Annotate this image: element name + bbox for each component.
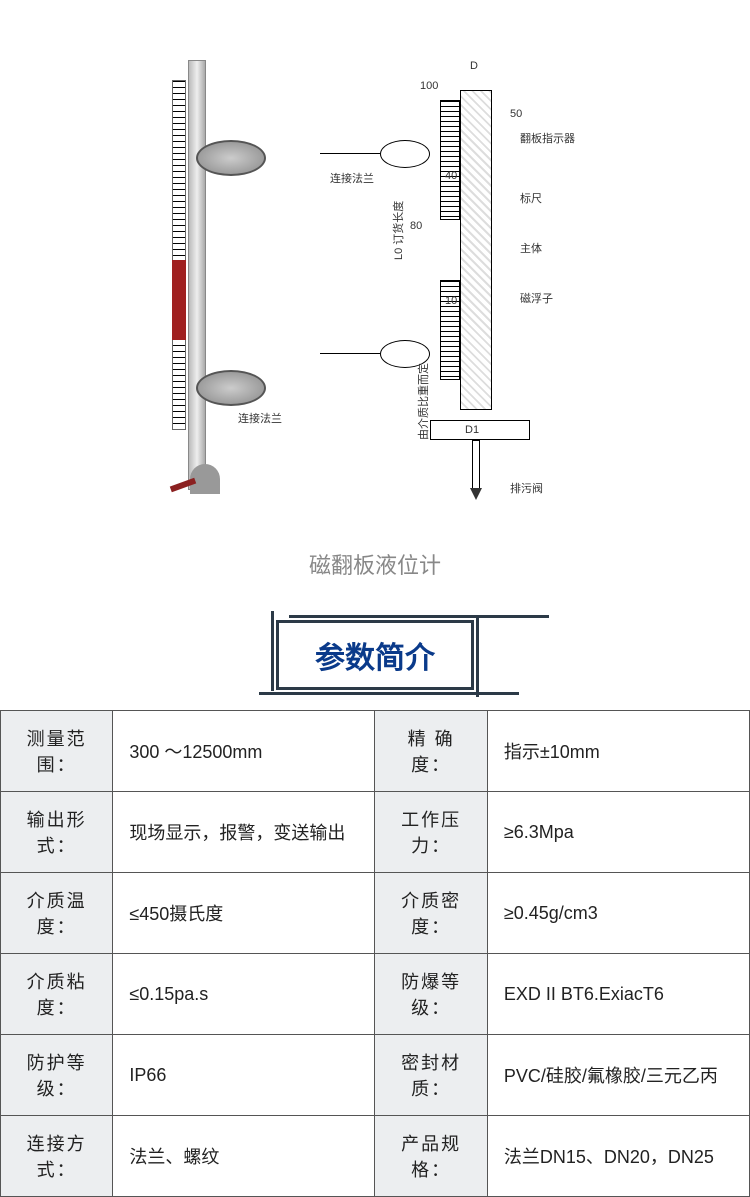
spec-label: 密封材质： bbox=[375, 1035, 487, 1116]
figure-area: 连接法兰 D 100 连接法兰 翻板指示器 标尺 主体 磁浮子 排污阀 L0 订… bbox=[0, 0, 750, 530]
spec-value: EXD II BT6.ExiacT6 bbox=[487, 954, 749, 1035]
label-flange: 连接法兰 bbox=[330, 170, 374, 186]
spec-value: ≤0.15pa.s bbox=[113, 954, 375, 1035]
label-body: 主体 bbox=[520, 240, 542, 256]
dim-d: D bbox=[470, 60, 478, 72]
gauge-scale bbox=[172, 80, 186, 430]
flange-bottom bbox=[196, 370, 266, 406]
label-l1-note: 由介质比重而定 bbox=[415, 363, 431, 440]
header-decor-line bbox=[289, 615, 549, 618]
flange-top bbox=[196, 140, 266, 176]
spec-label: 精 确 度： bbox=[375, 711, 487, 792]
diagram-conn-top bbox=[320, 153, 380, 154]
diagram-body bbox=[460, 90, 492, 410]
diagram-flange-top bbox=[380, 140, 430, 168]
spec-label: 输出形式： bbox=[1, 792, 113, 873]
dim-50: 50 bbox=[510, 108, 522, 120]
drain-valve-icon bbox=[170, 464, 230, 504]
label-l0: L0 订货长度 bbox=[390, 201, 406, 260]
spec-label: 工作压力： bbox=[375, 792, 487, 873]
label-drain: 排污阀 bbox=[510, 480, 543, 496]
table-row: 连接方式：法兰、螺纹产品规格：法兰DN15、DN20，DN25 bbox=[1, 1116, 750, 1197]
table-row: 介质粘度：≤0.15pa.s防爆等级：EXD II BT6.ExiacT6 bbox=[1, 954, 750, 1035]
label-float: 磁浮子 bbox=[520, 290, 553, 306]
diagram-base bbox=[430, 420, 530, 440]
header-decor-line bbox=[476, 617, 479, 697]
spec-label: 连接方式： bbox=[1, 1116, 113, 1197]
spec-label: 介质温度： bbox=[1, 873, 113, 954]
spec-value: 指示±10mm bbox=[487, 711, 749, 792]
section-title: 参数简介 bbox=[315, 642, 435, 675]
gauge-tube bbox=[188, 60, 206, 490]
table-row: 介质温度：≤450摄氏度介质密度：≥0.45g/cm3 bbox=[1, 873, 750, 954]
label-scale: 标尺 bbox=[520, 190, 542, 206]
diagram-drain-pipe bbox=[472, 440, 480, 490]
spec-table: 测量范围：300 ～12500mm精 确 度：指示±10mm输出形式：现场显示，… bbox=[0, 710, 750, 1197]
dim-40: 40 bbox=[445, 170, 457, 182]
table-row: 输出形式：现场显示，报警，变送输出工作压力：≥6.3Mpa bbox=[1, 792, 750, 873]
header-decor-line bbox=[271, 611, 274, 691]
spec-label: 防爆等级： bbox=[375, 954, 487, 1035]
photo-flange-label: 连接法兰 bbox=[238, 410, 282, 426]
spec-label: 防护等级： bbox=[1, 1035, 113, 1116]
spec-value: 300 ～12500mm bbox=[113, 711, 375, 792]
dim-100: 100 bbox=[420, 80, 438, 92]
product-photo: 连接法兰 bbox=[130, 40, 280, 510]
dim-d1: D1 bbox=[465, 424, 479, 436]
label-indicator: 翻板指示器 bbox=[520, 130, 575, 146]
diagram-drain-tip bbox=[470, 488, 482, 506]
dim-10: 10 bbox=[445, 295, 457, 307]
spec-value: 法兰DN15、DN20，DN25 bbox=[487, 1116, 749, 1197]
spec-value: IP66 bbox=[113, 1035, 375, 1116]
section-header-wrap: 参数简介 bbox=[0, 620, 750, 690]
spec-label: 产品规格： bbox=[375, 1116, 487, 1197]
spec-value: PVC/硅胶/氟橡胶/三元乙丙 bbox=[487, 1035, 749, 1116]
spec-value: ≤450摄氏度 bbox=[113, 873, 375, 954]
gauge-red-section bbox=[172, 260, 186, 340]
spec-label: 测量范围： bbox=[1, 711, 113, 792]
table-row: 防护等级：IP66密封材质：PVC/硅胶/氟橡胶/三元乙丙 bbox=[1, 1035, 750, 1116]
section-header: 参数简介 bbox=[276, 620, 474, 690]
technical-diagram: D 100 连接法兰 翻板指示器 标尺 主体 磁浮子 排污阀 L0 订货长度 由… bbox=[320, 40, 620, 510]
spec-value: ≥0.45g/cm3 bbox=[487, 873, 749, 954]
header-decor-line bbox=[259, 692, 519, 695]
spec-value: 现场显示，报警，变送输出 bbox=[113, 792, 375, 873]
spec-label: 介质粘度： bbox=[1, 954, 113, 1035]
figure-caption: 磁翻板液位计 bbox=[0, 548, 750, 580]
table-row: 测量范围：300 ～12500mm精 确 度：指示±10mm bbox=[1, 711, 750, 792]
dim-80: 80 bbox=[410, 220, 422, 232]
diagram-indicator bbox=[440, 100, 460, 220]
spec-label: 介质密度： bbox=[375, 873, 487, 954]
spec-value: ≥6.3Mpa bbox=[487, 792, 749, 873]
spec-value: 法兰、螺纹 bbox=[113, 1116, 375, 1197]
diagram-conn-bottom bbox=[320, 353, 380, 354]
